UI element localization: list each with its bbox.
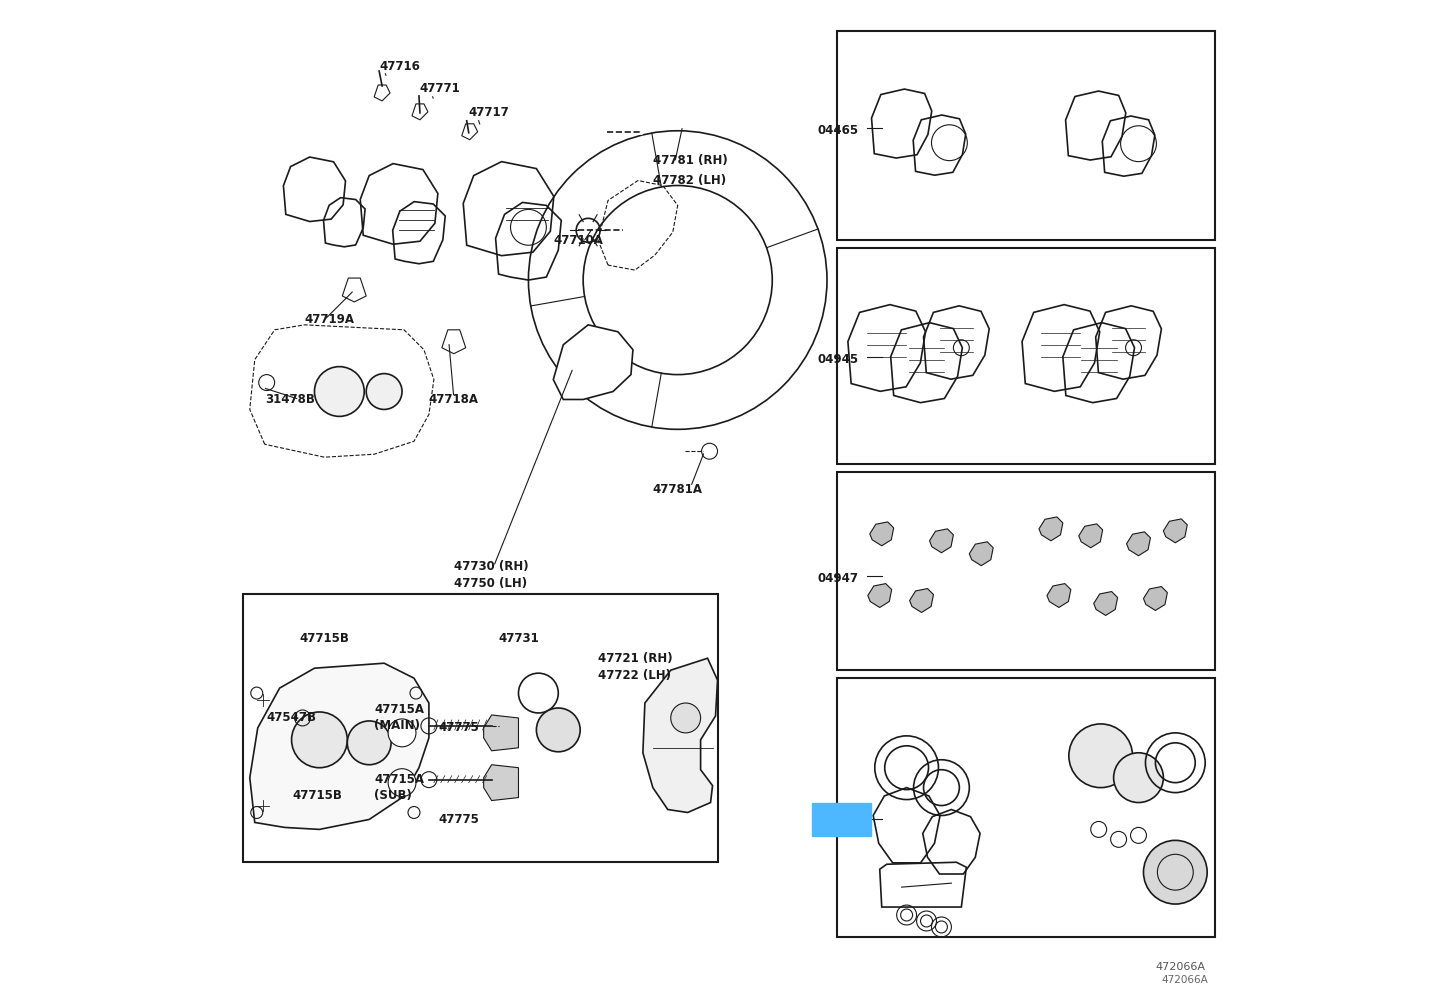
Circle shape — [347, 721, 392, 764]
Circle shape — [1143, 840, 1207, 904]
Polygon shape — [929, 529, 954, 553]
Polygon shape — [643, 659, 718, 812]
Circle shape — [315, 366, 364, 416]
Text: 04465: 04465 — [816, 125, 858, 138]
Text: 47715B: 47715B — [292, 789, 342, 802]
Text: 47782 (LH): 47782 (LH) — [653, 174, 725, 187]
Circle shape — [670, 703, 701, 733]
Text: 47730 (RH): 47730 (RH) — [454, 560, 529, 573]
Bar — [243, 594, 718, 862]
Polygon shape — [1143, 587, 1168, 611]
Circle shape — [292, 712, 347, 767]
Text: 47722 (LH): 47722 (LH) — [598, 669, 670, 682]
Text: 47715A: 47715A — [374, 704, 425, 717]
Text: 472066A: 472066A — [1162, 975, 1208, 985]
Polygon shape — [1163, 519, 1188, 543]
Text: 47775: 47775 — [439, 813, 480, 826]
Text: (SUB): (SUB) — [374, 789, 412, 802]
Text: 47731: 47731 — [499, 632, 539, 645]
Polygon shape — [1039, 517, 1064, 541]
Polygon shape — [553, 324, 633, 399]
Text: 47721 (RH): 47721 (RH) — [598, 652, 673, 665]
Circle shape — [536, 708, 581, 751]
Polygon shape — [1079, 524, 1103, 548]
Polygon shape — [1048, 584, 1071, 608]
Circle shape — [389, 719, 416, 747]
Text: 47719A: 47719A — [305, 313, 354, 326]
FancyBboxPatch shape — [812, 802, 871, 836]
Polygon shape — [412, 104, 428, 120]
Polygon shape — [870, 522, 893, 546]
Text: 47717: 47717 — [468, 107, 510, 120]
Polygon shape — [1094, 592, 1117, 616]
Polygon shape — [484, 715, 519, 750]
Polygon shape — [374, 85, 390, 101]
Text: 04479: 04479 — [818, 814, 858, 827]
Polygon shape — [909, 589, 933, 613]
Polygon shape — [868, 584, 892, 608]
Text: 47715B: 47715B — [299, 632, 350, 645]
Text: 47781 (RH): 47781 (RH) — [653, 154, 728, 167]
Bar — [837, 472, 1215, 671]
Text: 47715A: 47715A — [374, 773, 425, 786]
Text: 472066A: 472066A — [1155, 962, 1205, 972]
Bar — [837, 31, 1215, 241]
Text: 47718A: 47718A — [429, 393, 478, 406]
Circle shape — [389, 768, 416, 796]
Text: 47781A: 47781A — [653, 483, 702, 496]
Text: 47716: 47716 — [379, 60, 420, 73]
Polygon shape — [462, 124, 478, 140]
Polygon shape — [342, 278, 366, 302]
Polygon shape — [442, 329, 465, 353]
Polygon shape — [250, 664, 429, 829]
Text: 47710A: 47710A — [553, 234, 603, 247]
Circle shape — [1114, 752, 1163, 802]
Text: 04945: 04945 — [816, 353, 858, 366]
Bar — [837, 249, 1215, 464]
Bar — [837, 678, 1215, 937]
Text: 04947: 04947 — [816, 572, 858, 585]
Text: 47547B: 47547B — [267, 712, 316, 725]
Text: (MAIN): (MAIN) — [374, 720, 420, 733]
Polygon shape — [1127, 532, 1150, 556]
Polygon shape — [970, 542, 993, 566]
Polygon shape — [484, 764, 519, 800]
Circle shape — [366, 373, 402, 409]
Text: 47750 (LH): 47750 (LH) — [454, 577, 527, 590]
Circle shape — [1069, 724, 1133, 787]
Text: 47775: 47775 — [439, 722, 480, 735]
Text: 31478B: 31478B — [264, 393, 315, 406]
Text: 47771: 47771 — [419, 83, 460, 96]
